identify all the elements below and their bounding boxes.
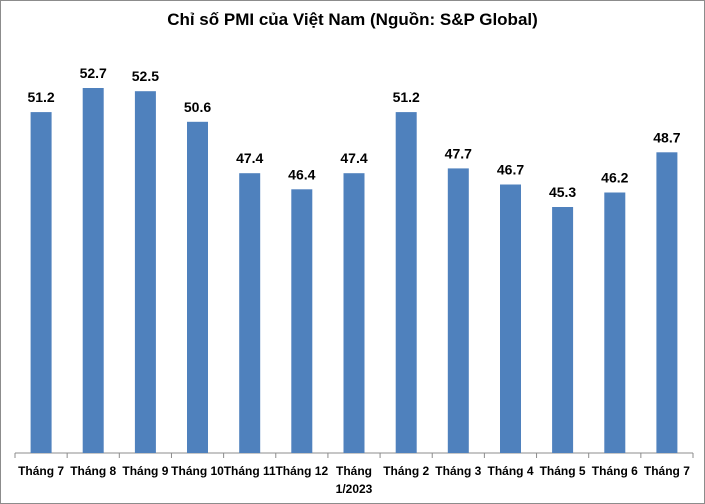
- x-tick-label: Tháng 10: [171, 464, 224, 478]
- x-tick-label: Tháng 4: [487, 464, 533, 478]
- data-label: 46.2: [601, 170, 628, 186]
- x-tick-label: Tháng 8: [70, 464, 116, 478]
- x-tick-label: Tháng: [336, 464, 372, 478]
- bar: [604, 192, 626, 453]
- data-label: 47.4: [236, 150, 263, 166]
- bar: [239, 173, 261, 453]
- bar: [30, 112, 52, 453]
- chart-title: Chỉ số PMI của Việt Nam (Nguồn: S&P Glob…: [167, 10, 538, 29]
- x-tick-label: Tháng 7: [18, 464, 64, 478]
- data-label: 52.5: [132, 68, 159, 84]
- x-tick-label: Tháng 3: [435, 464, 481, 478]
- data-label: 50.6: [184, 99, 211, 115]
- bar: [134, 91, 156, 453]
- data-label: 46.4: [288, 166, 315, 182]
- x-tick-label: Tháng 5: [540, 464, 586, 478]
- bar: [656, 152, 678, 454]
- data-label: 52.7: [80, 65, 107, 81]
- data-label: 47.7: [445, 145, 472, 161]
- bar: [395, 112, 417, 453]
- x-tick-label: Tháng 2: [383, 464, 429, 478]
- data-label: 51.2: [27, 89, 54, 105]
- x-tick-label: 1/2023: [336, 482, 373, 496]
- data-label: 45.3: [549, 184, 576, 200]
- x-tick-label: Tháng 12: [275, 464, 328, 478]
- data-label: 47.4: [340, 150, 367, 166]
- x-tick-label: Tháng 7: [644, 464, 690, 478]
- bar: [500, 184, 521, 453]
- x-tick-label: Tháng 6: [592, 464, 638, 478]
- bar: [343, 173, 365, 453]
- bar: [291, 189, 313, 454]
- x-tick-label: Tháng 11: [224, 464, 276, 478]
- data-label: 46.7: [497, 162, 524, 178]
- data-label: 48.7: [653, 129, 680, 145]
- bar: [552, 207, 574, 453]
- data-label: 51.2: [393, 89, 420, 105]
- bar: [82, 88, 104, 453]
- bar: [447, 168, 469, 453]
- bar: [187, 121, 208, 454]
- x-tick-label: Tháng 9: [122, 464, 168, 478]
